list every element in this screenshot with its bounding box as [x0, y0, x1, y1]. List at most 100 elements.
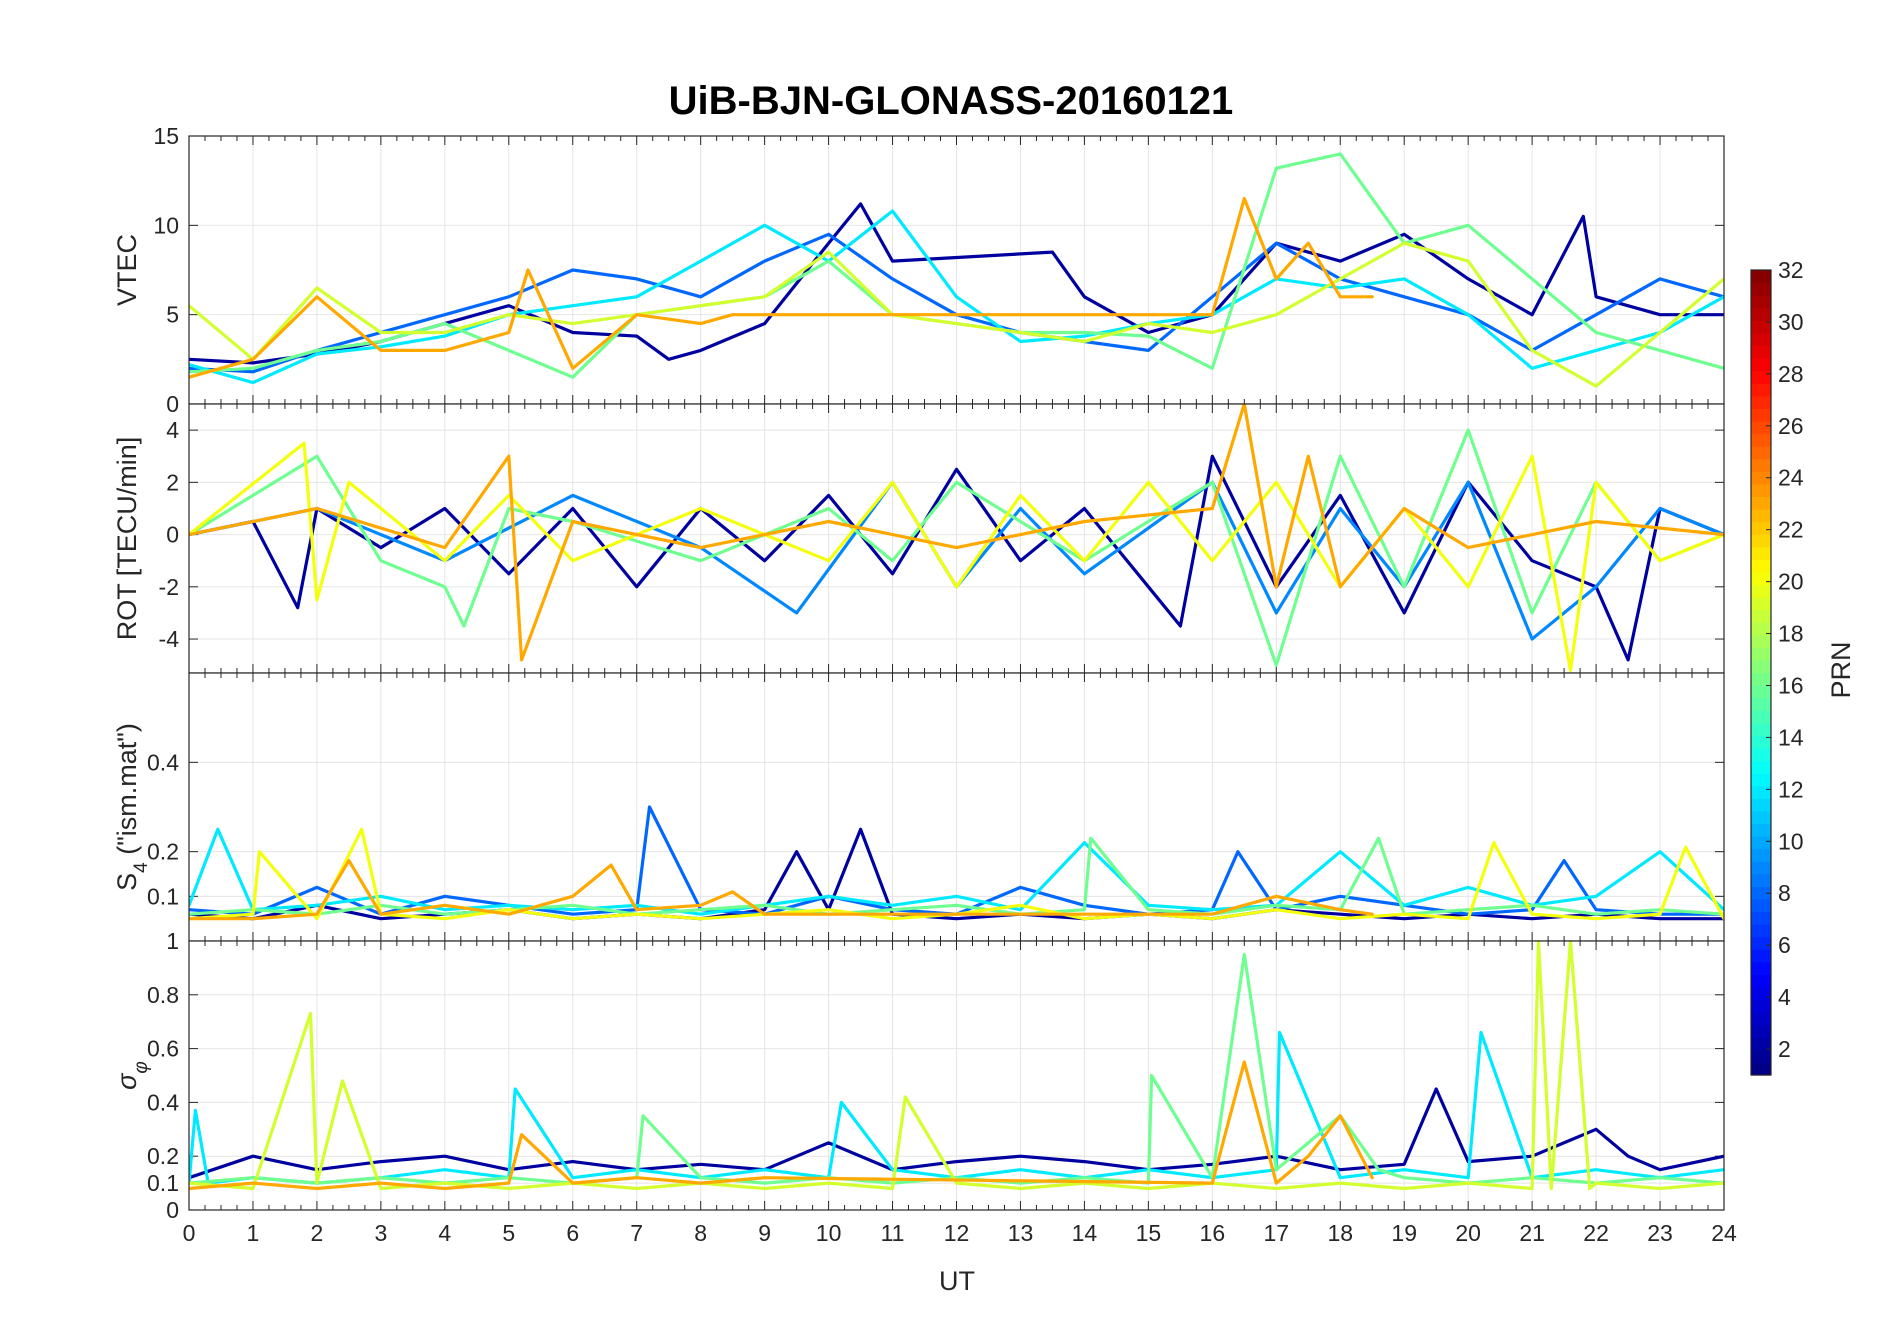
- x-tick-label: 5: [502, 1220, 515, 1246]
- colorbar-tick-label: 8: [1778, 880, 1791, 906]
- y-tick-label: 0.2: [147, 839, 179, 865]
- colorbar-segment: [1751, 358, 1771, 372]
- x-tick-label: 11: [881, 1220, 905, 1246]
- colorbar-segment: [1751, 496, 1771, 510]
- x-axis-label: UT: [939, 1266, 975, 1296]
- colorbar-segment: [1751, 433, 1771, 447]
- x-tick-label: 22: [1583, 1220, 1609, 1246]
- colorbar-segment: [1751, 408, 1771, 422]
- y-axis-label: S4 ("ism.mat"): [112, 723, 152, 891]
- colorbar-segment: [1751, 710, 1771, 724]
- series-prn-16: [189, 952, 1724, 1185]
- colorbar-segment: [1751, 974, 1771, 988]
- x-tick-label: 17: [1263, 1220, 1289, 1246]
- colorbar-segment: [1751, 949, 1771, 963]
- y-tick-label: 0.4: [147, 749, 179, 775]
- colorbar-segment: [1751, 873, 1771, 887]
- y-axis-label: σφ: [112, 1061, 152, 1090]
- colorbar-segment: [1751, 659, 1771, 674]
- colorbar-segment: [1751, 534, 1771, 548]
- colorbar-tick-label: 14: [1778, 724, 1804, 750]
- colorbar-segment: [1751, 911, 1771, 925]
- series-prn-23: [189, 404, 1724, 662]
- colorbar-segment: [1751, 1049, 1771, 1064]
- x-tick-label: 19: [1391, 1220, 1417, 1246]
- y-tick-label: -4: [159, 626, 180, 652]
- axes-box: [188, 940, 1725, 1211]
- series-prn-23: [189, 858, 1374, 921]
- series-prn-9: [189, 480, 1724, 641]
- colorbar-segment: [1751, 597, 1771, 611]
- colorbar-segment: [1751, 307, 1771, 321]
- series-prn-8: [189, 805, 1724, 916]
- series-prn-23: [189, 1060, 1374, 1191]
- y-tick-label: 0.1: [147, 1170, 179, 1196]
- colorbar-segment: [1751, 810, 1771, 825]
- x-tick-label: 23: [1647, 1220, 1673, 1246]
- y-tick-label: 4: [166, 417, 179, 443]
- x-tick-label: 18: [1327, 1220, 1353, 1246]
- colorbar-segment: [1751, 1024, 1771, 1038]
- colorbar-tick-label: 30: [1778, 309, 1804, 335]
- colorbar-segment: [1751, 546, 1771, 560]
- colorbar-segment: [1751, 634, 1771, 648]
- colorbar-segment: [1751, 446, 1771, 460]
- colorbar-tick-label: 26: [1778, 413, 1804, 439]
- series-prn-19: [189, 941, 1724, 1191]
- y-tick-label: 0.2: [147, 1143, 179, 1169]
- x-tick-label: 12: [944, 1220, 970, 1246]
- y-tick-label: 0.8: [147, 982, 179, 1008]
- y-tick-label: 15: [153, 123, 179, 149]
- y-tick-label: 5: [166, 302, 179, 328]
- x-tick-label: 1: [247, 1220, 260, 1246]
- colorbar-segment: [1751, 1037, 1771, 1051]
- series-prn-12: [189, 209, 1724, 385]
- series-group: [189, 941, 1724, 1191]
- y-axis-label: ROT [TECU/min]: [112, 437, 142, 641]
- colorbar-tick-label: 24: [1778, 465, 1804, 491]
- colorbar-segment: [1751, 735, 1771, 749]
- colorbar-segment: [1751, 672, 1771, 686]
- panel-4: 00.10.2 0.4 0.6 0.8 1 σφ: [112, 928, 1725, 1223]
- colorbar-segment: [1751, 1062, 1771, 1076]
- series-group: [189, 152, 1724, 388]
- colorbar-segment: [1751, 747, 1771, 762]
- x-tick-label: 7: [630, 1220, 643, 1246]
- colorbar-segment: [1751, 483, 1771, 498]
- y-tick-label: 0: [166, 1197, 179, 1223]
- y-tick-label: 0.6: [147, 1036, 179, 1062]
- series-prn-16: [189, 428, 1724, 667]
- colorbar-segment: [1751, 559, 1771, 573]
- colorbar-tick-label: 22: [1778, 517, 1804, 543]
- series-group: [189, 805, 1724, 921]
- x-tick-label: 8: [694, 1220, 707, 1246]
- chart-title: UiB-BJN-GLONASS-20160121: [669, 79, 1234, 123]
- x-tick-label: 10: [816, 1220, 842, 1246]
- x-tick-label: 21: [1519, 1220, 1545, 1246]
- panel-1: 0 5 10 15 VTEC: [112, 123, 1725, 417]
- colorbar-tick-label: 32: [1778, 257, 1804, 283]
- colorbar-segment: [1751, 697, 1771, 711]
- colorbar-label: PRN: [1826, 641, 1856, 698]
- colorbar-segment: [1751, 320, 1771, 334]
- series-prn-2: [189, 202, 1724, 365]
- y-tick-label: 0.1: [147, 883, 179, 909]
- colorbar-segment: [1751, 986, 1771, 1001]
- colorbar-segment: [1751, 458, 1771, 472]
- colorbar-segment: [1751, 760, 1771, 774]
- colorbar-segment: [1751, 785, 1771, 799]
- colorbar-segment: [1751, 345, 1771, 359]
- colorbar-frame: [1750, 269, 1772, 1076]
- colorbar-tick-label: 16: [1778, 672, 1804, 698]
- x-tick-label: 4: [438, 1220, 451, 1246]
- colorbar-segment: [1751, 823, 1771, 837]
- x-tick-label: 24: [1711, 1220, 1737, 1246]
- panel-2: -4 -2 0 2 4 ROT [TECU/min]: [112, 403, 1725, 674]
- colorbar-segment: [1751, 508, 1771, 523]
- x-tick-label: 14: [1072, 1220, 1098, 1246]
- colorbar-segment: [1751, 420, 1771, 435]
- colorbar-segment: [1751, 332, 1771, 347]
